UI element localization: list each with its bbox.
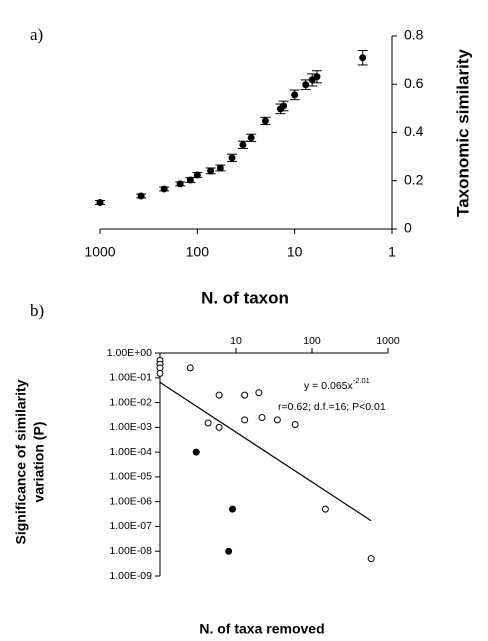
point bbox=[137, 192, 145, 200]
panel-label: a) bbox=[30, 25, 43, 44]
y-tick-label: 1.00E-05 bbox=[109, 471, 152, 483]
point bbox=[291, 91, 299, 99]
point bbox=[215, 391, 223, 399]
point bbox=[186, 176, 194, 184]
y-tick-label: 1.00E-07 bbox=[109, 520, 152, 532]
equation-exponent: -2.01 bbox=[353, 376, 370, 385]
equation: y = 0.065x-2.01 bbox=[304, 376, 370, 392]
point bbox=[225, 547, 233, 555]
point bbox=[247, 134, 255, 142]
point bbox=[207, 167, 215, 175]
y-axis-title: Significance of similarity bbox=[13, 379, 29, 544]
point bbox=[216, 164, 224, 172]
point bbox=[215, 423, 223, 431]
x-tick-label: 1 bbox=[388, 244, 396, 260]
point bbox=[273, 416, 281, 424]
y-tick-label: 0.2 bbox=[404, 171, 424, 187]
y-tick-label: 0.6 bbox=[404, 75, 424, 91]
x-tick-label: 100 bbox=[186, 244, 210, 260]
y-axis-title: variation (P) bbox=[31, 422, 47, 503]
panel-label: b) bbox=[30, 301, 44, 320]
y-tick-label: 1.00E-01 bbox=[109, 372, 152, 384]
point bbox=[186, 364, 194, 372]
point bbox=[229, 505, 237, 513]
y-tick-label: 1.00E-03 bbox=[109, 421, 152, 433]
x-tick-label: 1000 bbox=[84, 244, 115, 260]
point bbox=[156, 369, 164, 377]
y-tick-label: 1.00E-09 bbox=[109, 570, 152, 582]
point bbox=[96, 198, 104, 206]
y-tick-label: 1.00E+00 bbox=[107, 347, 152, 359]
point bbox=[241, 391, 249, 399]
point bbox=[280, 102, 288, 110]
x-axis-title: N. of taxa removed bbox=[199, 621, 324, 637]
y-tick-label: 1.00E-08 bbox=[109, 545, 152, 557]
point bbox=[255, 389, 263, 397]
point bbox=[321, 505, 329, 513]
y-tick-label: 0.4 bbox=[404, 123, 424, 139]
point bbox=[302, 81, 310, 89]
x-tick-label: 10 bbox=[287, 244, 303, 260]
y-tick-label: 1.00E-02 bbox=[109, 396, 152, 408]
point bbox=[359, 54, 367, 62]
fit-statistics: r=0.62; d.f.=16; P<0.01 bbox=[278, 401, 386, 413]
x-tick-label: 10 bbox=[230, 335, 242, 347]
point bbox=[313, 73, 321, 81]
x-tick-label: 1000 bbox=[376, 335, 400, 347]
point bbox=[367, 555, 375, 563]
y-tick-label: 1.00E-04 bbox=[109, 446, 152, 458]
point bbox=[160, 185, 168, 193]
y-tick-label: 0 bbox=[404, 220, 412, 236]
point bbox=[228, 154, 236, 162]
point bbox=[193, 171, 201, 179]
x-tick-label: 100 bbox=[303, 335, 321, 347]
point bbox=[241, 416, 249, 424]
x-axis-title: N. of taxon bbox=[201, 288, 289, 307]
y-tick-label: 0.8 bbox=[404, 27, 424, 43]
point bbox=[261, 117, 269, 125]
equation-text: y = 0.065x bbox=[304, 380, 353, 392]
point bbox=[204, 419, 212, 427]
point bbox=[192, 448, 200, 456]
point bbox=[258, 413, 266, 421]
fit-line bbox=[159, 381, 372, 522]
y-axis-title: Taxonomic similarity bbox=[453, 49, 472, 217]
point bbox=[291, 421, 299, 429]
point bbox=[176, 180, 184, 188]
y-tick-label: 1.00E-06 bbox=[109, 495, 152, 507]
point bbox=[239, 141, 247, 149]
